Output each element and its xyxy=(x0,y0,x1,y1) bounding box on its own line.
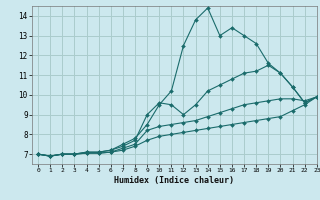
X-axis label: Humidex (Indice chaleur): Humidex (Indice chaleur) xyxy=(115,176,234,185)
